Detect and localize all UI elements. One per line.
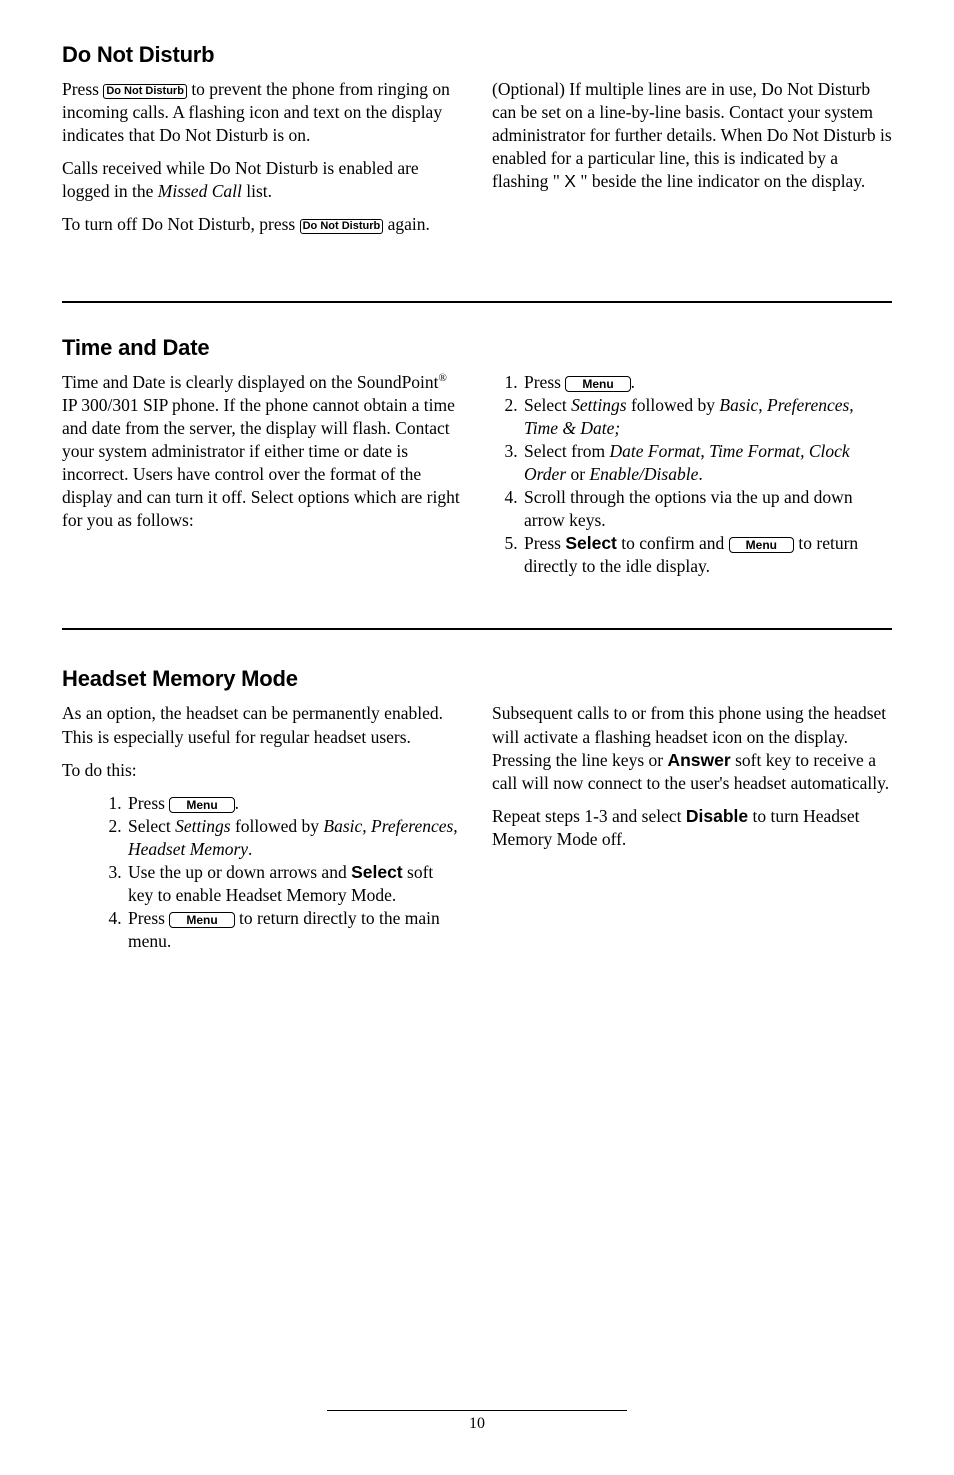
dnd-right-p1: (Optional) If multiple lines are in use,… [492, 78, 892, 193]
section-time-date: Time and Date Time and Date is clearly d… [62, 335, 892, 579]
time-left-col: Time and Date is clearly displayed on th… [62, 371, 462, 579]
headset-right-p2: Repeat steps 1-3 and select Disable to t… [492, 805, 892, 851]
dnd-columns: Press Do Not Disturb to prevent the phon… [62, 78, 892, 247]
text: followed by [627, 395, 720, 415]
list-item: Scroll through the options via the up an… [522, 486, 892, 532]
dnd-p3: To turn off Do Not Disturb, press Do Not… [62, 213, 462, 236]
section-do-not-disturb: Do Not Disturb Press Do Not Disturb to p… [62, 42, 892, 247]
text: list. [242, 181, 272, 201]
text: Press [128, 908, 169, 928]
list-item: Select from Date Format, Time Format, Cl… [522, 440, 892, 486]
text: Use the up or down arrows and [128, 862, 351, 882]
text: to confirm and [617, 533, 729, 553]
text-italic: Enable/Disable [589, 464, 698, 484]
divider [62, 628, 892, 630]
text: again. [383, 214, 430, 234]
page-number: 10 [469, 1415, 485, 1432]
heading-time: Time and Date [62, 335, 892, 361]
list-item: Press Select to confirm and Menu to retu… [522, 532, 892, 578]
select-label: Select [351, 862, 403, 882]
text: Press [62, 79, 103, 99]
time-steps-list: Press Menu. Select Settings followed by … [492, 371, 892, 579]
list-item: Select Settings followed by Basic, Prefe… [126, 815, 462, 861]
registered-mark: ® [439, 372, 447, 384]
text: Press [128, 793, 169, 813]
page-footer: 10 [0, 1410, 954, 1433]
time-left-p1: Time and Date is clearly displayed on th… [62, 371, 462, 533]
text: . [698, 464, 702, 484]
text: IP 300/301 SIP phone. If the phone canno… [62, 395, 460, 530]
text: followed by [231, 816, 324, 836]
time-columns: Time and Date is clearly displayed on th… [62, 371, 892, 579]
text-italic: Missed Call [158, 181, 242, 201]
text-italic: Settings [571, 395, 626, 415]
time-right-col: Press Menu. Select Settings followed by … [492, 371, 892, 579]
do-not-disturb-button-icon: Do Not Disturb [300, 219, 384, 234]
menu-button-icon: Menu [169, 797, 234, 813]
text: To turn off Do Not Disturb, press [62, 214, 300, 234]
text: Time and Date is clearly displayed on th… [62, 372, 439, 392]
text: " beside the line indicator on the displ… [576, 171, 865, 191]
footer-rule [327, 1410, 627, 1411]
divider [62, 301, 892, 303]
text: Scroll through the options via the up an… [524, 487, 853, 530]
answer-label: Answer [667, 750, 730, 770]
list-item: Use the up or down arrows and Select sof… [126, 861, 462, 907]
menu-button-icon: Menu [169, 912, 234, 928]
headset-p1: As an option, the headset can be permane… [62, 702, 462, 748]
headset-columns: As an option, the headset can be permane… [62, 702, 892, 953]
list-item: Select Settings followed by Basic, Prefe… [522, 394, 892, 440]
text: Select [524, 395, 571, 415]
menu-button-icon: Menu [729, 537, 794, 553]
text: Press [524, 372, 565, 392]
dnd-p2: Calls received while Do Not Disturb is e… [62, 157, 462, 203]
list-item: Press Menu. [522, 371, 892, 394]
text: . [248, 839, 252, 859]
headset-right-col: Subsequent calls to or from this phone u… [492, 702, 892, 953]
select-label: Select [565, 533, 617, 553]
headset-left-col: As an option, the headset can be permane… [62, 702, 462, 953]
dnd-right-col: (Optional) If multiple lines are in use,… [492, 78, 892, 247]
x-icon: X [564, 171, 576, 191]
text-italic: Settings [175, 816, 230, 836]
heading-headset: Headset Memory Mode [62, 666, 892, 692]
disable-label: Disable [686, 806, 748, 826]
list-item: Press Menu to return directly to the mai… [126, 907, 462, 953]
text: Press [524, 533, 565, 553]
headset-steps-list: Press Menu. Select Settings followed by … [62, 792, 462, 954]
text: . [631, 372, 635, 392]
text: or [566, 464, 589, 484]
dnd-p1: Press Do Not Disturb to prevent the phon… [62, 78, 462, 147]
menu-button-icon: Menu [565, 376, 630, 392]
text: . [235, 793, 239, 813]
text: Select [128, 816, 175, 836]
do-not-disturb-button-icon: Do Not Disturb [103, 84, 187, 99]
list-item: Press Menu. [126, 792, 462, 815]
headset-p2: To do this: [62, 759, 462, 782]
section-headset: Headset Memory Mode As an option, the he… [62, 666, 892, 953]
text: Select from [524, 441, 610, 461]
dnd-left-col: Press Do Not Disturb to prevent the phon… [62, 78, 462, 247]
heading-dnd: Do Not Disturb [62, 42, 892, 68]
headset-right-p1: Subsequent calls to or from this phone u… [492, 702, 892, 794]
text: Repeat steps 1-3 and select [492, 806, 686, 826]
